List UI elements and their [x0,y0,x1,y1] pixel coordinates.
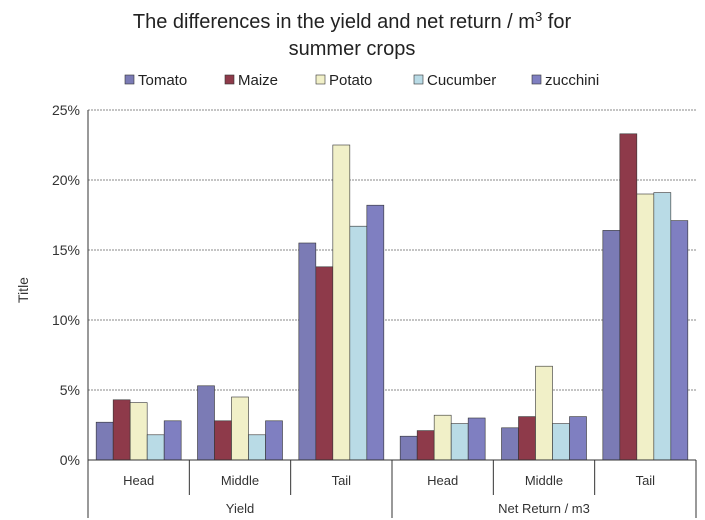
bar-zucchini [366,204,385,461]
x-category-label: Tail [636,473,656,488]
bar-tomato [399,435,418,461]
x-category-label: Tail [332,473,352,488]
x-category-label: Middle [221,473,259,488]
legend-label-zucchini: zucchini [545,72,599,89]
y-axis-title: Title [15,277,31,303]
x-category-label: Middle [525,473,563,488]
bar-potato [433,414,452,461]
bar-tomato [197,385,215,461]
bar-potato [332,144,351,461]
x-category-label: Head [123,473,154,488]
bar-zucchini [265,420,283,461]
x-category-label: Head [427,473,458,488]
bar-potato [636,193,655,461]
bar-maize [214,420,232,461]
legend-label-maize: Maize [238,72,278,89]
bar-zucchini [569,416,587,461]
legend-swatch-maize [224,74,235,85]
y-tick-label: 25% [52,102,80,118]
legend-label-cucumber: Cucumber [427,72,496,89]
bar-maize [619,133,638,461]
y-tick-label: 10% [52,312,80,328]
bars [95,133,689,461]
y-tick-labels: 0% 5% 10% 15% 20% 25% [52,102,80,468]
bar-maize [416,430,435,461]
legend: Tomato Maize Potato Cucumber zucchini [124,72,599,89]
bar-zucchini [467,417,486,461]
y-tick-label: 0% [60,452,80,468]
bar-cucumber [248,434,266,461]
bar-cucumber [450,423,469,461]
bar-zucchini [670,220,689,461]
legend-swatch-zucchini [531,74,542,85]
y-tick-label: 15% [52,242,80,258]
bar-tomato [501,427,519,461]
bar-potato [535,365,553,461]
y-tick-label: 20% [52,172,80,188]
bar-tomato [298,242,317,461]
bar-zucchini [163,420,182,461]
gridlines [88,109,696,391]
bar-potato [231,396,249,461]
legend-label-potato: Potato [329,72,372,89]
bar-maize [315,266,334,461]
legend-label-tomato: Tomato [138,72,187,89]
legend-swatch-cucumber [413,74,424,85]
bar-cucumber [552,423,570,461]
axes [87,110,697,518]
bar-tomato [95,421,114,461]
bar-maize [112,399,131,461]
chart-title-line-2: summer crops [289,38,416,60]
x-group-label: Yield [226,501,254,516]
legend-swatch-tomato [124,74,135,85]
bar-cucumber [146,434,165,461]
bar-tomato [602,230,621,461]
legend-swatch-potato [315,74,326,85]
bar-cucumber [349,225,368,461]
y-tick-label: 5% [60,382,80,398]
bar-potato [129,402,148,461]
x-category-labels: Head Middle Tail Head Middle Tail Yield Net Ret… [123,473,655,516]
chart-title-line-1: The differences in the yield and net ret… [133,9,572,33]
bar-cucumber [653,192,672,461]
bar-maize [518,416,536,461]
x-group-label: Net Return / m3 [498,501,590,516]
